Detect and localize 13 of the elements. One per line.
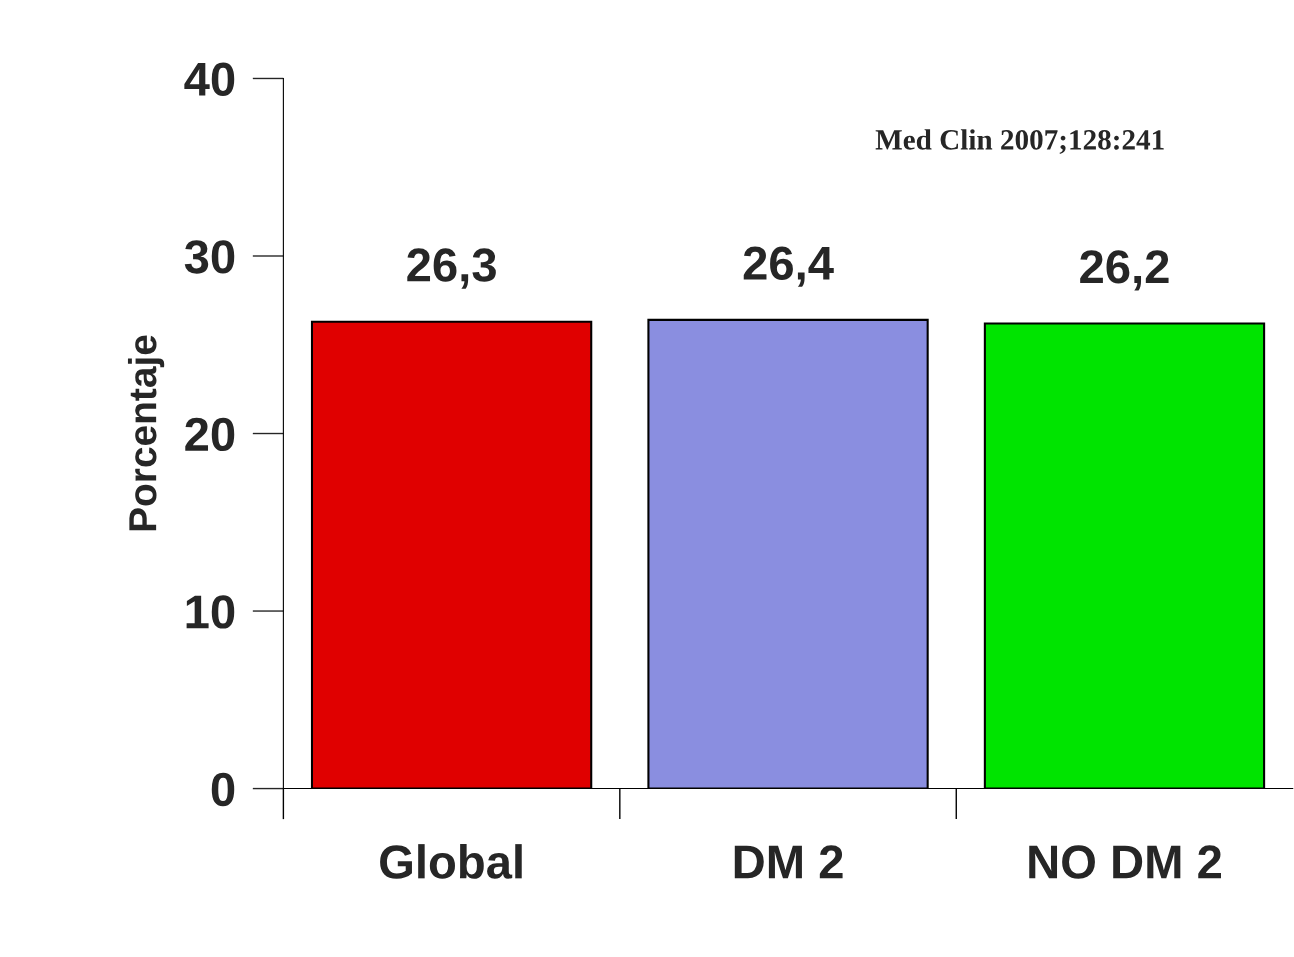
y-tick-label: 40 [184, 62, 235, 97]
x-tick-label: Global [380, 844, 522, 879]
y-axis-title: Porcentaje [127, 335, 165, 531]
data-label: 26,2 [1080, 250, 1169, 291]
y-tick-label: 30 [184, 240, 235, 274]
x-tick-label: DM 2 [734, 845, 843, 879]
annotation: Med Clin 2007;128:241 [875, 129, 1164, 154]
data-label: 26,4 [743, 246, 834, 287]
x-tick-label: NO DM 2 [1029, 845, 1221, 879]
y-tick-label: 20 [185, 417, 235, 452]
y-tick-label: 0 [211, 772, 235, 807]
y-tick-label: 10 [186, 595, 235, 629]
data-label: 26,3 [407, 248, 496, 289]
